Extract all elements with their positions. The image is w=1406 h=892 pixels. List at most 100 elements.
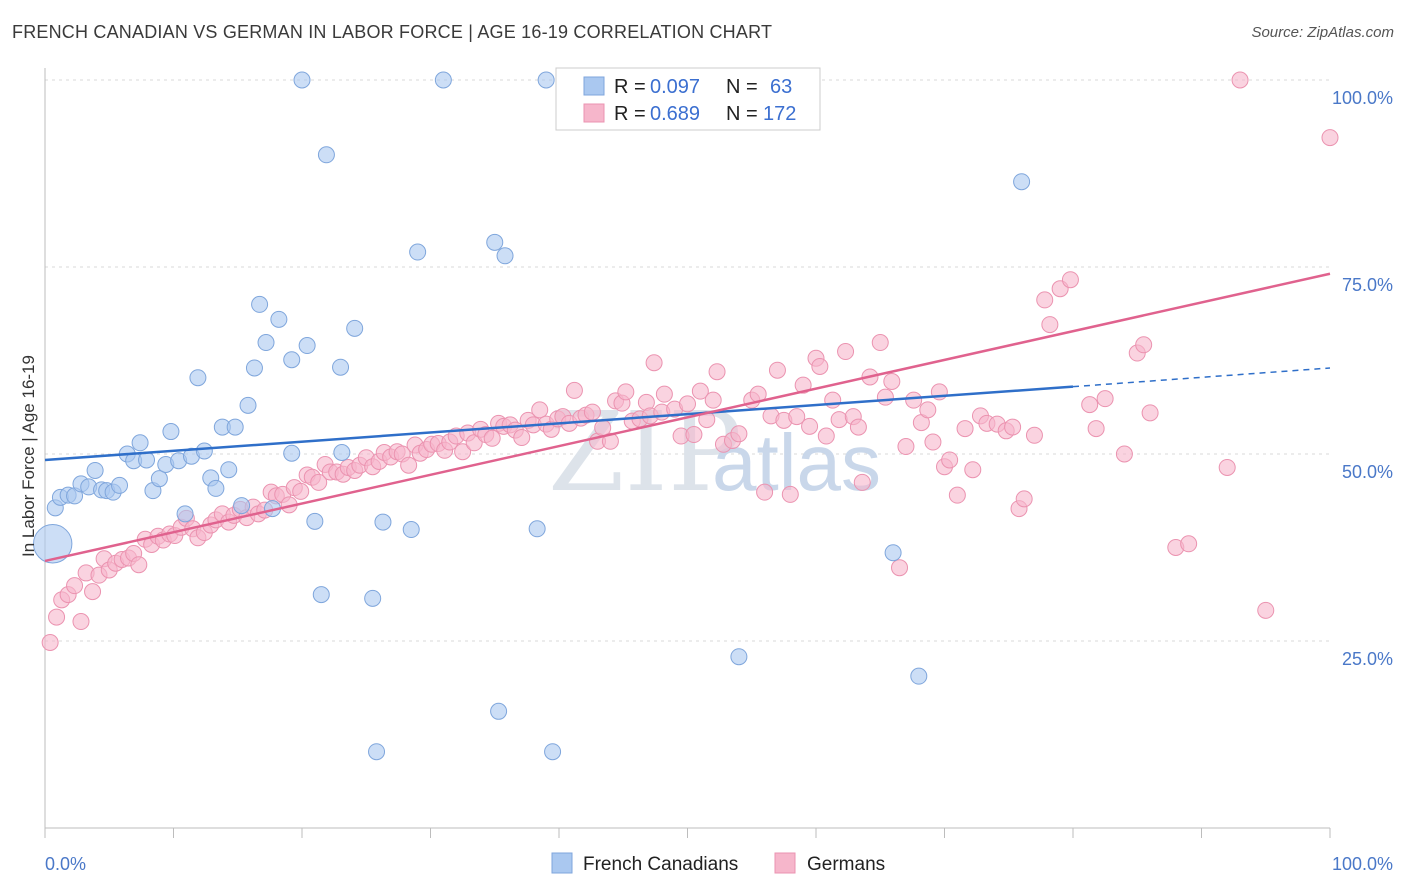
german-point xyxy=(919,401,937,419)
german-point xyxy=(645,354,663,372)
german-point xyxy=(513,429,531,447)
french-canadian-trend-extension xyxy=(1072,367,1331,388)
german-point xyxy=(948,486,966,504)
y-axis-label: In Labor Force | Age 16-19 xyxy=(19,355,38,557)
french-canadian-point xyxy=(86,461,104,479)
bottom-legend-swatch-blue xyxy=(551,852,573,874)
german-trend-line xyxy=(44,272,1331,563)
y-tick-label: 100.0% xyxy=(1332,88,1393,108)
bottom-legend-label: Germans xyxy=(807,854,885,875)
german-point xyxy=(730,425,748,443)
german-point xyxy=(310,473,328,491)
legend-n-label: N = xyxy=(726,76,758,98)
french-canadian-point xyxy=(496,247,514,265)
french-canadian-point xyxy=(884,544,902,562)
german-point xyxy=(964,461,982,479)
y-tick-labels: 25.0% 50.0% 75.0% 100.0% xyxy=(1332,88,1393,669)
french-canadian-point xyxy=(346,319,364,337)
german-point xyxy=(601,432,619,450)
y-tick-label: 75.0% xyxy=(1342,275,1393,295)
french-canadian-point xyxy=(368,743,386,761)
german-point xyxy=(756,483,774,501)
legend-r-label: R = xyxy=(614,103,646,125)
german-point xyxy=(1257,601,1275,619)
german-point xyxy=(788,408,806,426)
german-point xyxy=(655,385,673,403)
legend-swatch-blue xyxy=(583,76,605,96)
german-point xyxy=(691,382,709,400)
german-point xyxy=(84,583,102,601)
german-point xyxy=(708,363,726,381)
legend-r-value: 0.097 xyxy=(650,76,700,98)
french-canadian-point xyxy=(176,505,194,523)
bottom-legend: French Canadians Germans xyxy=(551,852,885,875)
german-point xyxy=(1041,316,1059,334)
german-point xyxy=(941,451,959,469)
french-canadian-point xyxy=(528,520,546,538)
x-tick-label: 0.0% xyxy=(45,854,86,874)
legend-n-label: N = xyxy=(726,103,758,125)
german-point xyxy=(1015,490,1033,508)
french-canadian-point xyxy=(220,461,238,479)
chart-source: Source: ZipAtlas.com xyxy=(1251,24,1394,41)
y-tick-label: 50.0% xyxy=(1342,462,1393,482)
bottom-legend-label: French Canadians xyxy=(583,854,738,875)
german-point xyxy=(956,420,974,438)
french-canadian-point xyxy=(434,71,452,89)
french-canadian-point xyxy=(730,648,748,666)
legend: R = 0.097 N = 63 R = 0.689 N = 172 xyxy=(555,67,821,131)
french-canadian-point xyxy=(195,442,213,460)
german-point xyxy=(811,357,829,375)
german-point xyxy=(685,426,703,444)
german-point xyxy=(66,577,84,595)
french-canadian-point xyxy=(162,423,180,441)
german-point xyxy=(292,482,310,500)
french-canadian-point xyxy=(251,295,269,313)
german-point xyxy=(1115,445,1133,463)
german-point xyxy=(1141,404,1159,422)
axes xyxy=(44,68,1331,838)
french-canadian-point xyxy=(910,667,928,685)
data-points xyxy=(33,71,1339,761)
french-canadian-point xyxy=(333,444,351,462)
french-canadian-point xyxy=(298,337,316,355)
legend-n-value: 63 xyxy=(770,76,792,98)
legend-swatch-pink xyxy=(583,103,605,123)
german-point xyxy=(531,401,549,419)
german-point xyxy=(883,372,901,390)
german-point xyxy=(704,391,722,409)
x-tick-labels: 0.0% 100.0% xyxy=(45,854,1393,874)
german-point xyxy=(1218,458,1236,476)
french-canadian-point xyxy=(490,702,508,720)
legend-n-value: 172 xyxy=(763,103,796,125)
french-canadian-point xyxy=(207,479,225,497)
german-point xyxy=(1036,291,1054,309)
german-point xyxy=(830,411,848,429)
french-canadian-point xyxy=(283,444,301,462)
german-point xyxy=(565,381,583,399)
french-canadian-point xyxy=(33,524,73,564)
french-canadian-point xyxy=(131,434,149,452)
german-point xyxy=(781,485,799,503)
german-point xyxy=(801,417,819,435)
french-canadian-point xyxy=(317,146,335,164)
french-canadian-point xyxy=(364,589,382,607)
french-canadian-point xyxy=(233,497,251,515)
german-point xyxy=(897,438,915,456)
german-point xyxy=(1087,420,1105,438)
french-canadian-point xyxy=(537,71,555,89)
german-point xyxy=(454,443,472,461)
french-canadian-point xyxy=(544,743,562,761)
french-canadian-point xyxy=(245,359,263,377)
german-point xyxy=(853,473,871,491)
french-canadian-point xyxy=(332,358,350,376)
german-point xyxy=(1025,426,1043,444)
german-point xyxy=(72,613,90,631)
german-point xyxy=(1180,535,1198,553)
french-canadian-point xyxy=(402,521,420,539)
french-canadian-point xyxy=(409,243,427,261)
german-point xyxy=(905,391,923,409)
french-canadian-point xyxy=(293,71,311,89)
french-canadian-point xyxy=(1013,173,1031,191)
german-point xyxy=(130,556,148,574)
